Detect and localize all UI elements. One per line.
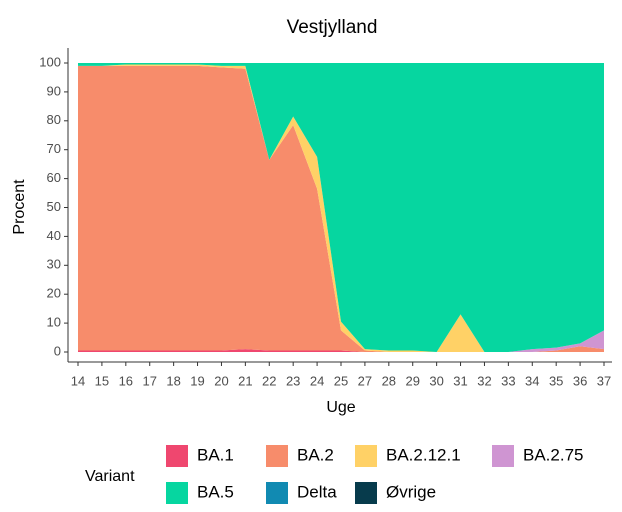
- y-tick-label: 60: [47, 170, 61, 185]
- x-tick-label: 37: [597, 373, 611, 388]
- legend-key: [266, 445, 288, 467]
- y-tick-label: 70: [47, 141, 61, 156]
- chart-title: Vestjylland: [287, 17, 378, 38]
- x-tick-label: 31: [453, 373, 467, 388]
- legend-label: BA.2.75: [523, 445, 584, 464]
- x-axis-label: Uge: [326, 399, 355, 416]
- legend-label: BA.5: [197, 482, 234, 501]
- x-tick-label: 33: [501, 373, 515, 388]
- x-tick-label: 34: [525, 373, 539, 388]
- y-tick-label: 20: [47, 286, 61, 301]
- x-tick-label: 17: [142, 373, 156, 388]
- legend-key: [355, 482, 377, 504]
- x-tick-label: 18: [166, 373, 180, 388]
- area: [78, 63, 604, 352]
- y-tick-label: 10: [47, 315, 61, 330]
- y-tick-label: 80: [47, 112, 61, 127]
- legend-label: BA.2.12.1: [386, 445, 461, 464]
- x-tick-label: 16: [119, 373, 133, 388]
- y-tick-label: 40: [47, 228, 61, 243]
- y-tick-label: 90: [47, 83, 61, 98]
- y-tick-label: 100: [39, 54, 61, 69]
- legend-key: [355, 445, 377, 467]
- legend-title: Variant: [85, 468, 135, 485]
- legend-label: Delta: [297, 482, 337, 501]
- x-tick-label: 29: [405, 373, 419, 388]
- legend-key: [166, 445, 188, 467]
- x-tick-label: 23: [286, 373, 300, 388]
- y-axis-label: Procent: [11, 179, 28, 235]
- x-tick-label: 28: [382, 373, 396, 388]
- x-tick-label: 21: [238, 373, 252, 388]
- x-tick-label: 27: [358, 373, 372, 388]
- area: [78, 65, 604, 352]
- legend-key: [266, 482, 288, 504]
- legend-key: [166, 482, 188, 504]
- x-tick-label: 32: [477, 373, 491, 388]
- legend-key: [492, 445, 514, 467]
- x-tick-label: 14: [71, 373, 85, 388]
- x-tick-label: 19: [190, 373, 204, 388]
- y-tick-label: 0: [54, 343, 61, 358]
- x-tick-label: 35: [549, 373, 563, 388]
- legend-label: Øvrige: [386, 482, 436, 501]
- x-tick-label: 25: [334, 373, 348, 388]
- x-tick-label: 24: [310, 373, 324, 388]
- y-tick-label: 30: [47, 257, 61, 272]
- x-tick-label: 22: [262, 373, 276, 388]
- x-tick-label: 20: [214, 373, 228, 388]
- x-tick-label: 15: [95, 373, 109, 388]
- legend-label: BA.1: [197, 445, 234, 464]
- y-tick-label: 50: [47, 199, 61, 214]
- x-tick-label: 36: [573, 373, 587, 388]
- x-tick-label: 30: [429, 373, 443, 388]
- legend-label: BA.2: [297, 445, 334, 464]
